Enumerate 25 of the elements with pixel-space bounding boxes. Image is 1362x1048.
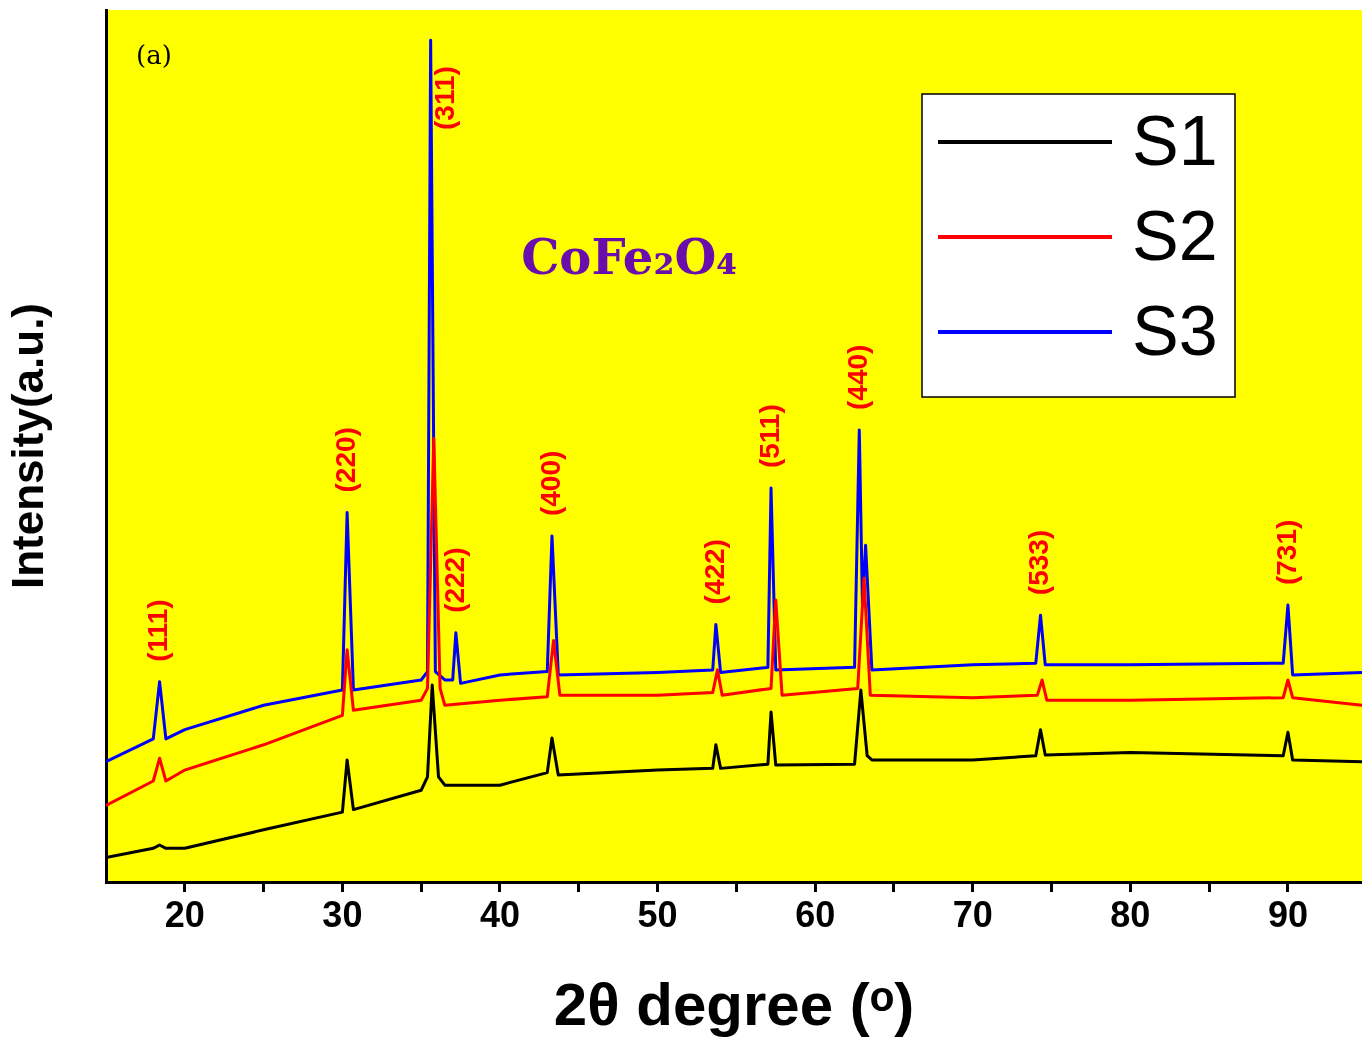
- x-tick-label: 80: [1110, 893, 1151, 935]
- x-tick-label: 60: [795, 893, 836, 935]
- annotation: (440): [842, 344, 873, 411]
- annotation: (111): [142, 599, 174, 662]
- x-tick-label: 50: [637, 893, 678, 935]
- annotation: (533): [1023, 529, 1055, 596]
- annotation: (400): [534, 450, 566, 517]
- legend-label: S1: [1132, 102, 1218, 181]
- x-tick-label: 70: [952, 893, 993, 935]
- annotation: (220): [329, 427, 361, 493]
- x-axis-title: 2θ degree (ᵒ): [553, 970, 915, 1038]
- annotation: (422): [698, 539, 730, 605]
- annotation: (311): [429, 66, 461, 130]
- x-tick-label: 20: [164, 893, 205, 935]
- legend-label: S3: [1132, 292, 1218, 371]
- annotation: CoFe₂O₄: [521, 229, 738, 286]
- annotation: (a): [136, 39, 172, 70]
- y-axis-title: Intensity(a.u.): [2, 302, 52, 590]
- legend-label: S2: [1132, 197, 1218, 276]
- annotation: (511): [753, 404, 785, 469]
- annotation: (222): [438, 547, 470, 613]
- x-tick-label: 90: [1267, 893, 1308, 935]
- x-tick-label: 30: [322, 893, 363, 935]
- annotation: (731): [1270, 519, 1302, 586]
- x-tick-label: 40: [479, 893, 520, 935]
